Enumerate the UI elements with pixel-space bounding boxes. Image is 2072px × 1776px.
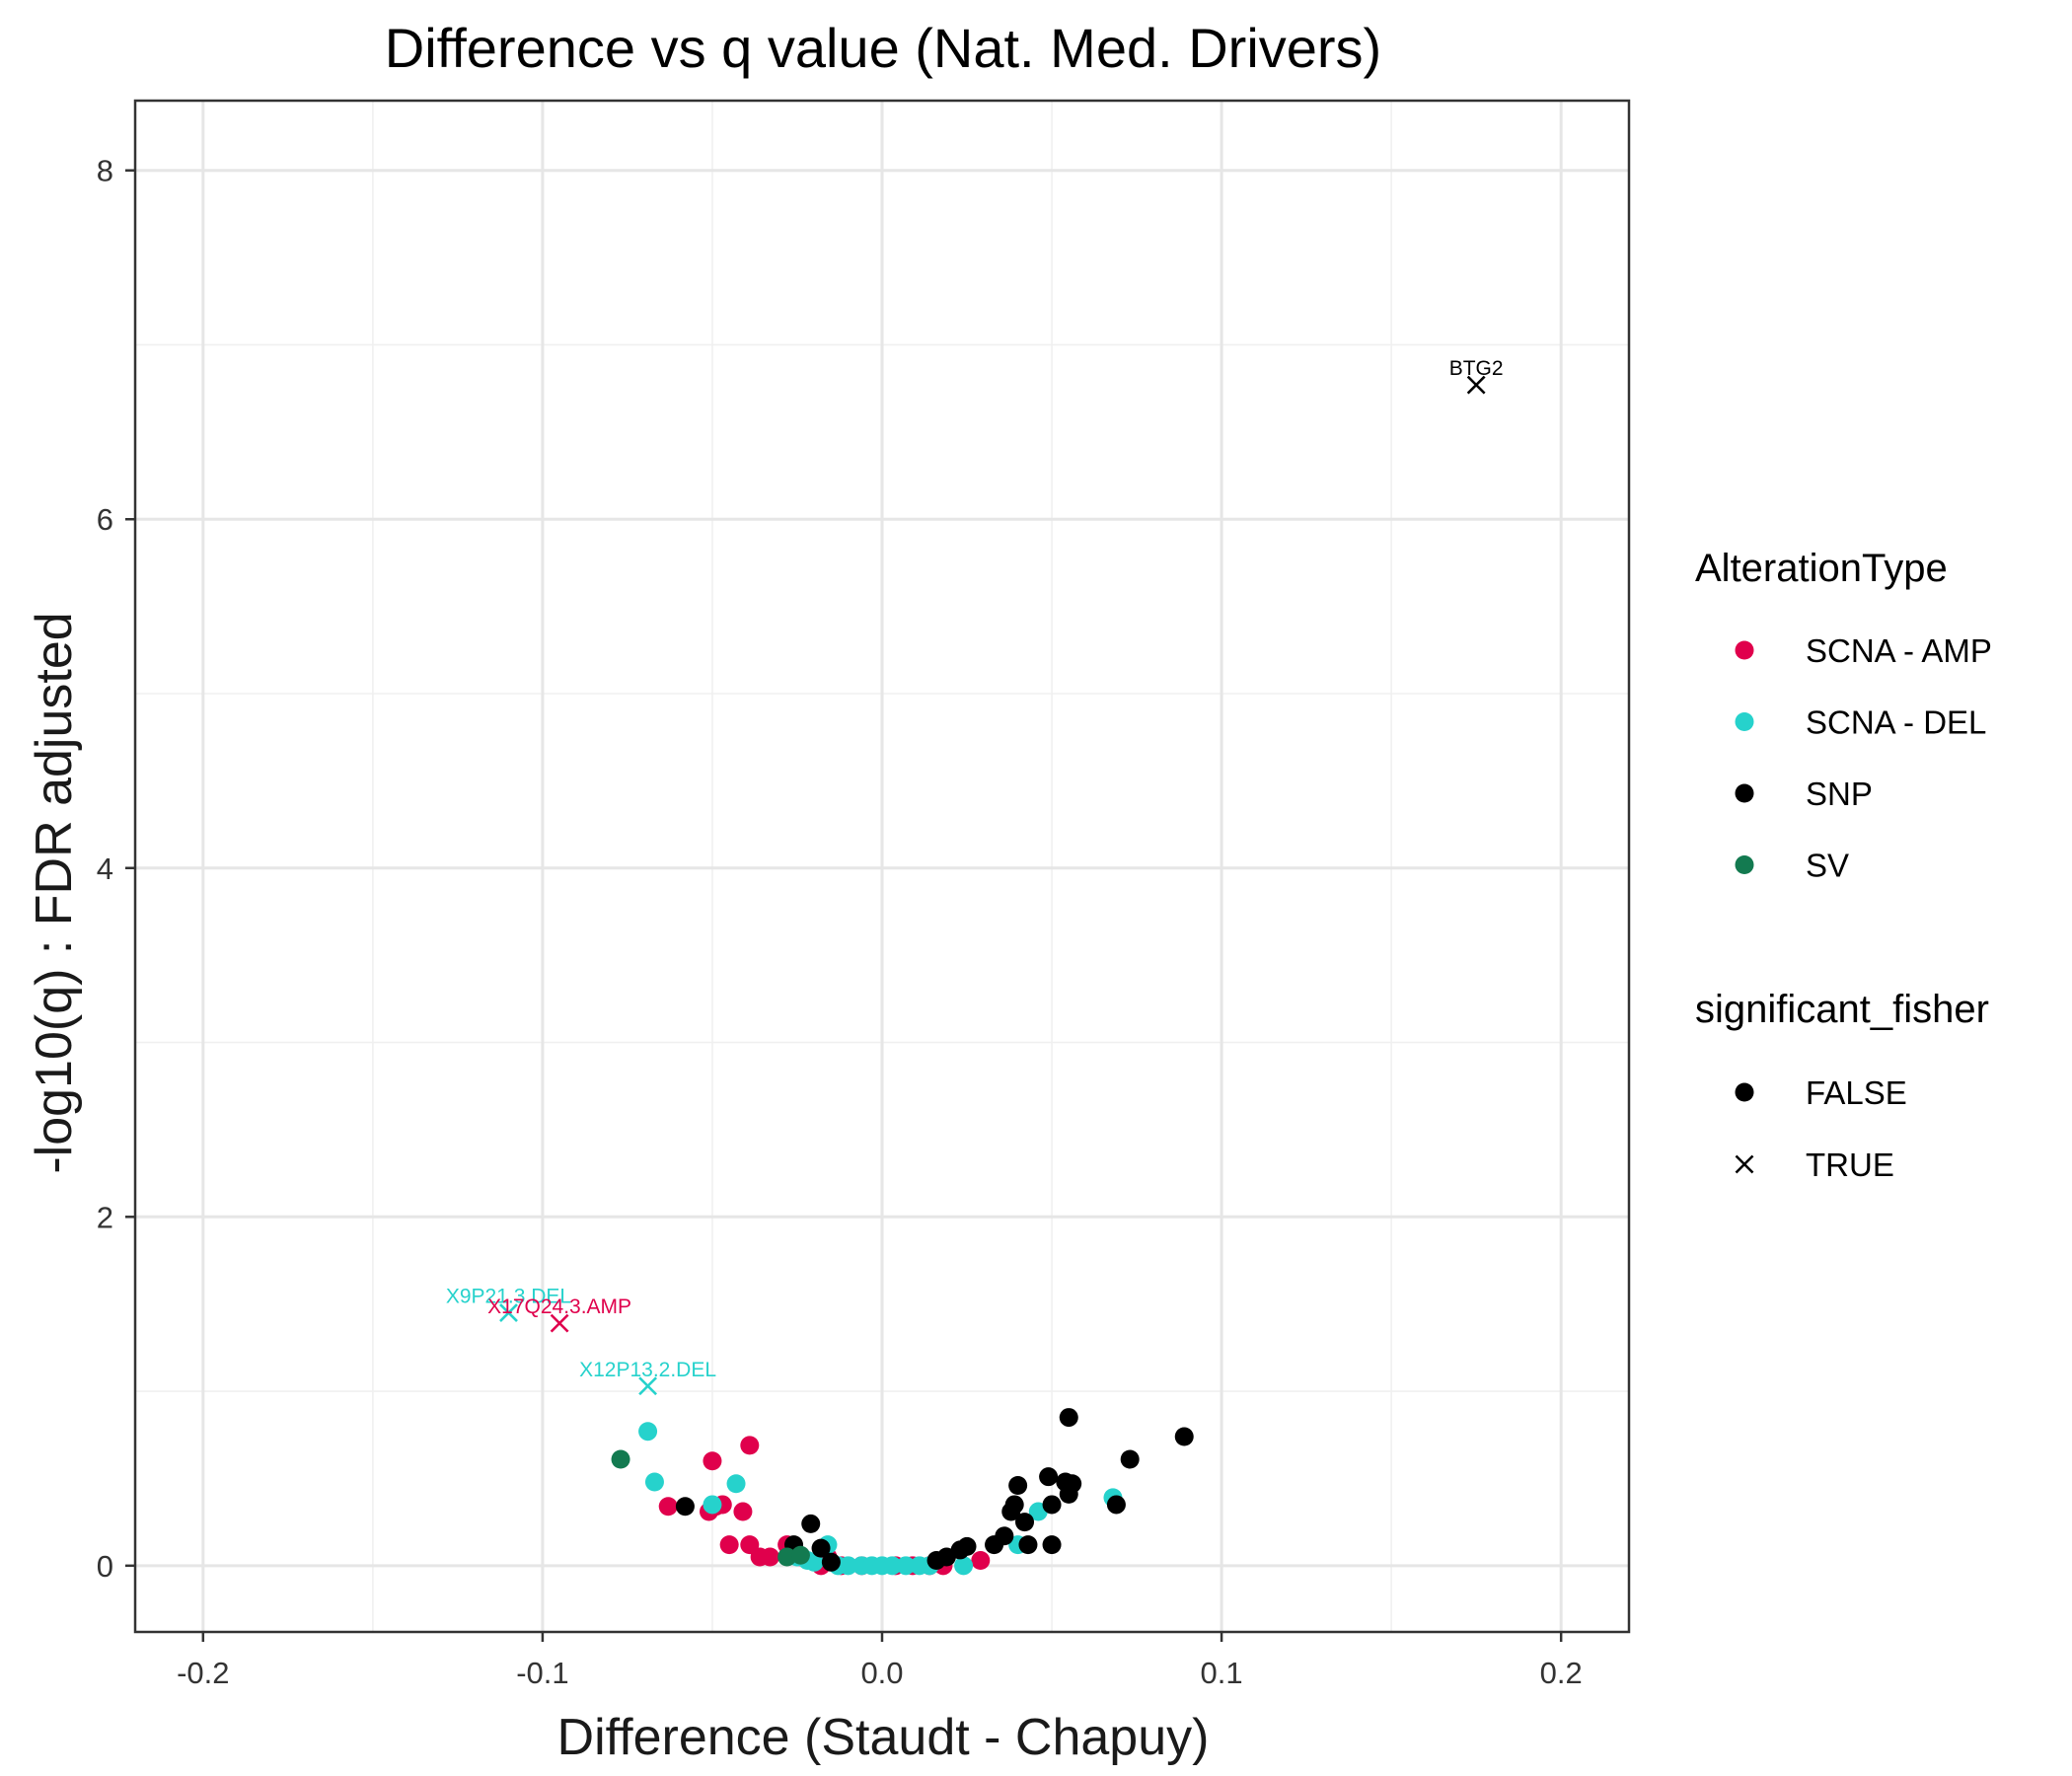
data-point xyxy=(1106,1495,1126,1515)
data-point xyxy=(995,1526,1014,1546)
data-point xyxy=(719,1535,739,1555)
legend-color-label: SNP xyxy=(1806,776,1873,812)
legend-shape-key-circle xyxy=(1735,1082,1754,1102)
data-point xyxy=(644,1472,664,1492)
data-point xyxy=(1120,1449,1140,1469)
x-tick-label: -0.2 xyxy=(177,1656,229,1690)
legend-color-key xyxy=(1735,640,1754,660)
data-point xyxy=(1015,1513,1035,1532)
data-point xyxy=(1042,1495,1062,1515)
cross-stroke xyxy=(499,1303,518,1322)
y-axis-title: -log10(q) : FDR adjusted xyxy=(26,612,83,1173)
legend-color-key xyxy=(1735,712,1754,731)
data-point xyxy=(1059,1408,1078,1428)
y-tick-label: 0 xyxy=(97,1549,113,1584)
point-label: X17Q24.3.AMP xyxy=(487,1295,631,1318)
point-label: X12P13.2.DEL xyxy=(579,1359,716,1381)
data-point xyxy=(954,1556,974,1576)
legend-shape-key-cross xyxy=(1735,1154,1754,1174)
data-point xyxy=(733,1502,753,1521)
data-point xyxy=(611,1449,630,1469)
data-point xyxy=(896,1556,916,1576)
data-point xyxy=(1004,1495,1024,1515)
legend-color-title: AlterationType xyxy=(1695,547,1948,590)
data-point xyxy=(1174,1427,1194,1446)
legend-color-key xyxy=(1735,855,1754,874)
data-point xyxy=(1018,1535,1038,1555)
significant-point-cross xyxy=(1466,375,1486,395)
legend: AlterationType significant_fisher SCNA -… xyxy=(1695,547,1992,1183)
data-point xyxy=(675,1497,695,1517)
legend-shape-label: TRUE xyxy=(1806,1147,1894,1183)
y-tick-label: 6 xyxy=(97,502,113,537)
data-point xyxy=(703,1495,722,1515)
point-label: BTG2 xyxy=(1449,357,1504,380)
x-tick-label: -0.1 xyxy=(516,1656,568,1690)
data-point xyxy=(801,1514,821,1533)
data-point xyxy=(1042,1535,1062,1555)
legend-color-label: SV xyxy=(1806,848,1849,884)
data-point xyxy=(1063,1474,1082,1494)
point-label: X9P21.3.DEL xyxy=(446,1286,571,1308)
y-tick-label: 4 xyxy=(97,851,113,886)
data-point xyxy=(811,1538,831,1558)
legend-shape-label: FALSE xyxy=(1806,1074,1907,1111)
legend-color-label: SCNA - AMP xyxy=(1806,632,1992,669)
significant-point-cross xyxy=(499,1303,518,1322)
x-tick-label: 0.1 xyxy=(1201,1656,1243,1690)
x-tick-label: 0.2 xyxy=(1540,1656,1583,1690)
y-tick-label: 8 xyxy=(97,154,113,188)
legend-color-label: SCNA - DEL xyxy=(1806,704,1986,741)
cross-stroke xyxy=(1735,1154,1754,1174)
cross-stroke xyxy=(1466,375,1486,395)
legend-color-key xyxy=(1735,783,1754,803)
y-tick-label: 2 xyxy=(97,1200,113,1234)
significant-point-cross xyxy=(638,1376,657,1396)
data-point xyxy=(703,1451,722,1471)
data-point xyxy=(726,1474,746,1494)
data-point xyxy=(658,1497,678,1517)
data-point xyxy=(740,1436,760,1455)
data-point xyxy=(638,1422,658,1442)
data-point xyxy=(790,1545,810,1565)
cross-stroke xyxy=(638,1376,657,1396)
data-point xyxy=(882,1556,902,1576)
data-point xyxy=(957,1536,977,1556)
data-point xyxy=(1008,1476,1028,1496)
data-point xyxy=(1039,1467,1059,1487)
significant-point-cross xyxy=(550,1313,569,1333)
legend-shape-title: significant_fisher xyxy=(1695,988,1989,1031)
data-point xyxy=(821,1552,841,1572)
data-point xyxy=(971,1551,991,1571)
cross-stroke xyxy=(550,1313,569,1333)
x-axis-title: Difference (Staudt - Chapuy) xyxy=(557,1709,1210,1766)
chart-title: Difference vs q value (Nat. Med. Drivers… xyxy=(385,17,1381,79)
x-tick-label: 0.0 xyxy=(860,1656,903,1690)
data-point xyxy=(839,1556,858,1576)
data-point xyxy=(760,1547,779,1567)
